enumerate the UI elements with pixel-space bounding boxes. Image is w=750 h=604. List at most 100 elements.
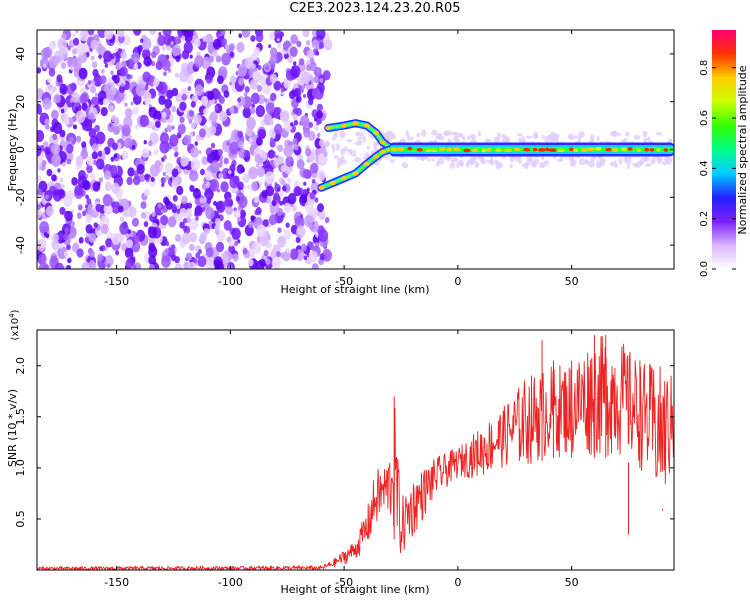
noise-blob xyxy=(71,177,78,186)
halo-blob xyxy=(620,139,626,143)
noise-blob xyxy=(69,226,76,234)
noise-blob xyxy=(76,248,84,258)
main-trace-peak xyxy=(446,147,453,152)
main-trace-peak xyxy=(548,148,557,152)
upper-branch-peak xyxy=(341,123,348,128)
noise-blob xyxy=(293,61,297,66)
noise-blob xyxy=(71,32,76,38)
noise-blob xyxy=(163,34,173,46)
noise-blob xyxy=(59,48,69,61)
noise-blob xyxy=(85,224,93,234)
noise-blob xyxy=(248,30,252,33)
main-trace-peak xyxy=(556,148,565,153)
spectrogram-y-tick-label: -20 xyxy=(14,188,27,206)
noise-blob xyxy=(215,261,224,269)
noise-blob xyxy=(306,59,312,67)
noise-blob xyxy=(60,112,70,124)
noise-blob xyxy=(144,96,152,106)
noise-blob xyxy=(194,141,199,146)
noise-blob xyxy=(185,208,191,215)
noise-blob xyxy=(121,150,129,160)
noise-blob xyxy=(87,79,92,85)
snr-marks xyxy=(37,335,674,570)
noise-blob xyxy=(292,113,298,121)
halo-blob xyxy=(331,136,337,141)
halo-blob xyxy=(354,141,361,146)
noise-blob xyxy=(179,116,185,124)
noise-blob xyxy=(120,82,125,88)
halo-blob xyxy=(568,135,574,140)
halo-blob xyxy=(437,132,442,137)
noise-blob xyxy=(86,156,94,166)
noise-blob xyxy=(205,33,214,45)
spectrogram-panel: -150 -100 -50 0 50 -40 -20 0 20 40 Height of str… xyxy=(6,29,675,296)
noise-blob xyxy=(241,30,251,38)
noise-blob xyxy=(131,144,136,150)
noise-blob xyxy=(172,195,178,202)
noise-blob xyxy=(273,80,282,91)
noise-blob xyxy=(181,93,188,101)
halo-blob xyxy=(600,159,606,165)
noise-blob xyxy=(255,32,264,43)
noise-blob xyxy=(96,158,105,170)
noise-blob xyxy=(88,232,97,244)
noise-blob xyxy=(315,51,320,56)
noise-blob xyxy=(318,210,326,221)
halo-blob xyxy=(400,137,406,144)
noise-blob xyxy=(104,255,114,268)
noise-blob xyxy=(73,124,77,130)
colorbar-gradient xyxy=(712,30,736,269)
noise-blob xyxy=(214,223,221,232)
noise-blob xyxy=(199,197,205,204)
noise-blob xyxy=(89,47,93,53)
noise-blob xyxy=(314,197,319,203)
halo-blob xyxy=(644,163,652,167)
noise-blob xyxy=(104,63,109,68)
noise-blob xyxy=(40,47,50,60)
noise-blob xyxy=(270,92,277,102)
noise-blob xyxy=(323,254,328,259)
snr-y-tick-label: 1.0 xyxy=(14,459,27,477)
main-trace-peak xyxy=(636,148,642,152)
noise-blob xyxy=(220,30,226,36)
noise-blob xyxy=(199,231,208,242)
noise-blob xyxy=(203,108,209,116)
colorbar-tick-label: 0.4 xyxy=(699,160,710,176)
noise-blob xyxy=(269,214,278,226)
noise-blob xyxy=(222,38,228,45)
noise-blob xyxy=(61,108,65,114)
lower-branch-peak xyxy=(363,161,370,166)
noise-blob xyxy=(285,222,290,228)
noise-blob xyxy=(188,243,195,251)
noise-blob xyxy=(283,230,291,240)
noise-blob xyxy=(64,210,73,222)
noise-blob xyxy=(129,74,133,79)
noise-blob xyxy=(303,214,314,228)
snr-series-line xyxy=(37,335,674,570)
noise-blob xyxy=(262,219,269,228)
noise-blob xyxy=(84,204,89,209)
noise-blob xyxy=(183,41,193,54)
noise-blob xyxy=(130,101,134,106)
snr-y-tick-label: 0.5 xyxy=(14,510,27,528)
noise-blob xyxy=(232,253,239,262)
noise-blob xyxy=(296,40,302,48)
halo-blob xyxy=(517,133,523,137)
main-trace-peak xyxy=(486,147,492,152)
noise-blob xyxy=(73,37,80,46)
noise-blob xyxy=(79,94,88,105)
halo-blob xyxy=(390,159,395,164)
noise-blob xyxy=(282,250,291,262)
noise-blob xyxy=(190,121,196,130)
lower-branch-peak xyxy=(341,176,348,181)
noise-blob xyxy=(91,151,98,160)
noise-blob xyxy=(283,145,294,158)
halo-blob xyxy=(339,134,345,139)
spectrogram-x-tick-label: -50 xyxy=(335,275,353,288)
halo-blob xyxy=(336,162,341,169)
halo-blob xyxy=(541,155,545,161)
noise-blob xyxy=(66,264,72,269)
main-trace-peak xyxy=(416,147,423,152)
noise-blob xyxy=(81,102,88,111)
noise-blob xyxy=(143,140,147,145)
